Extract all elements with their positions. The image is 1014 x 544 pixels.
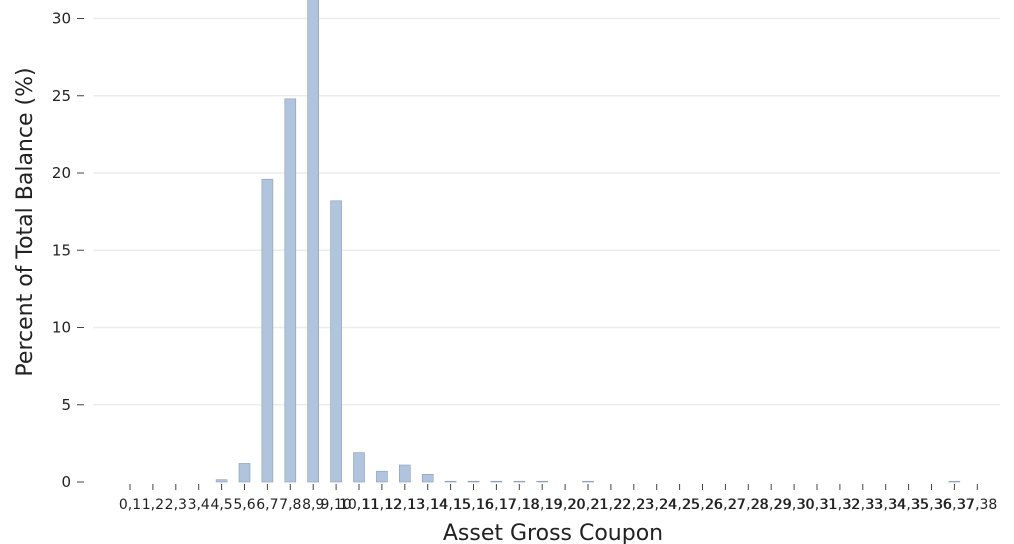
x-tick-label: 5,6: [233, 497, 255, 513]
x-tick-label: 29,30: [774, 497, 814, 513]
y-tick-label: 10: [52, 319, 71, 337]
bar: [376, 470, 388, 483]
bar: [238, 463, 251, 483]
x-tick-label: 3,4: [188, 497, 210, 513]
bar: [261, 178, 274, 483]
y-tick-label: 5: [61, 396, 71, 414]
x-axis: 0,1 1,2 2,3 3,4 4,5 5,6 6,7 7,8 8,99,1010,1111,1…: [119, 484, 997, 513]
x-tick-label: 6,7: [256, 497, 278, 513]
y-axis: 0 5 10 15 20 25 30: [52, 10, 84, 491]
y-tick-label: 0: [61, 473, 71, 491]
x-tick-label: 22,23: [614, 497, 654, 513]
x-tick-label: 25,26: [682, 497, 722, 513]
x-tick-label: 12,13: [385, 497, 425, 513]
y-tick-label: 15: [52, 241, 71, 259]
bar: [582, 480, 594, 483]
bar: [467, 480, 480, 483]
bar: [948, 480, 961, 483]
x-tick-label: 36,37: [934, 497, 974, 513]
bar: [353, 452, 365, 483]
bars: [215, 0, 961, 483]
x-tick-label: 32,33: [843, 497, 883, 513]
x-tick-label: 17,18: [499, 497, 539, 513]
bar: [284, 98, 297, 483]
x-tick-label: 15,16: [453, 497, 493, 513]
x-tick-label: 37,38: [957, 497, 997, 513]
x-tick-label: 34,35: [889, 497, 929, 513]
x-tick-label: 26,27: [705, 497, 745, 513]
x-tick-label: 21,22: [591, 497, 631, 513]
x-axis-label: Asset Gross Coupon: [443, 521, 663, 544]
x-tick-label: 0,1: [119, 497, 141, 513]
x-tick-label: 4,5: [210, 497, 232, 513]
x-tick-label: 7,8: [279, 497, 301, 513]
x-tick-label: 11,12: [362, 497, 402, 513]
x-tick-label: 2,3: [165, 497, 187, 513]
x-tick-label: 14,15: [431, 497, 471, 513]
x-tick-label: 20,21: [568, 497, 608, 513]
grid-lines: [93, 17, 1000, 406]
x-tick-label: 1,2: [142, 497, 164, 513]
x-tick-label: 28,29: [751, 497, 791, 513]
bar: [215, 479, 228, 483]
x-tick-label: 30,31: [797, 497, 837, 513]
x-tick-label: 16,17: [476, 497, 516, 513]
bar: [307, 0, 320, 483]
y-tick-label: 25: [52, 87, 71, 105]
bar: [444, 480, 457, 483]
bar: [330, 200, 342, 483]
x-tick-label: 33,34: [866, 497, 906, 513]
x-tick-label: 9,10: [321, 497, 352, 513]
y-axis-label: Percent of Total Balance (%): [13, 67, 38, 376]
y-tick-label: 30: [52, 10, 71, 28]
x-tick-label: 8,9: [302, 497, 324, 513]
x-tick-label: 35,36: [911, 497, 951, 513]
x-tick-label: 27,28: [728, 497, 768, 513]
x-tick-label: 10,11: [339, 497, 379, 513]
bar: [490, 480, 503, 483]
bar: [513, 480, 526, 483]
x-tick-label: 24,25: [660, 497, 700, 513]
bar: [421, 473, 434, 483]
bar: [536, 480, 549, 483]
bar: [398, 464, 411, 483]
x-tick-label: 13,14: [408, 497, 448, 513]
x-tick-label: 18,19: [522, 497, 562, 513]
y-tick-label: 20: [52, 164, 71, 182]
x-tick-label: 23,24: [637, 497, 677, 513]
x-tick-label: 19,20: [545, 497, 585, 513]
x-tick-label: 31,32: [820, 497, 860, 513]
